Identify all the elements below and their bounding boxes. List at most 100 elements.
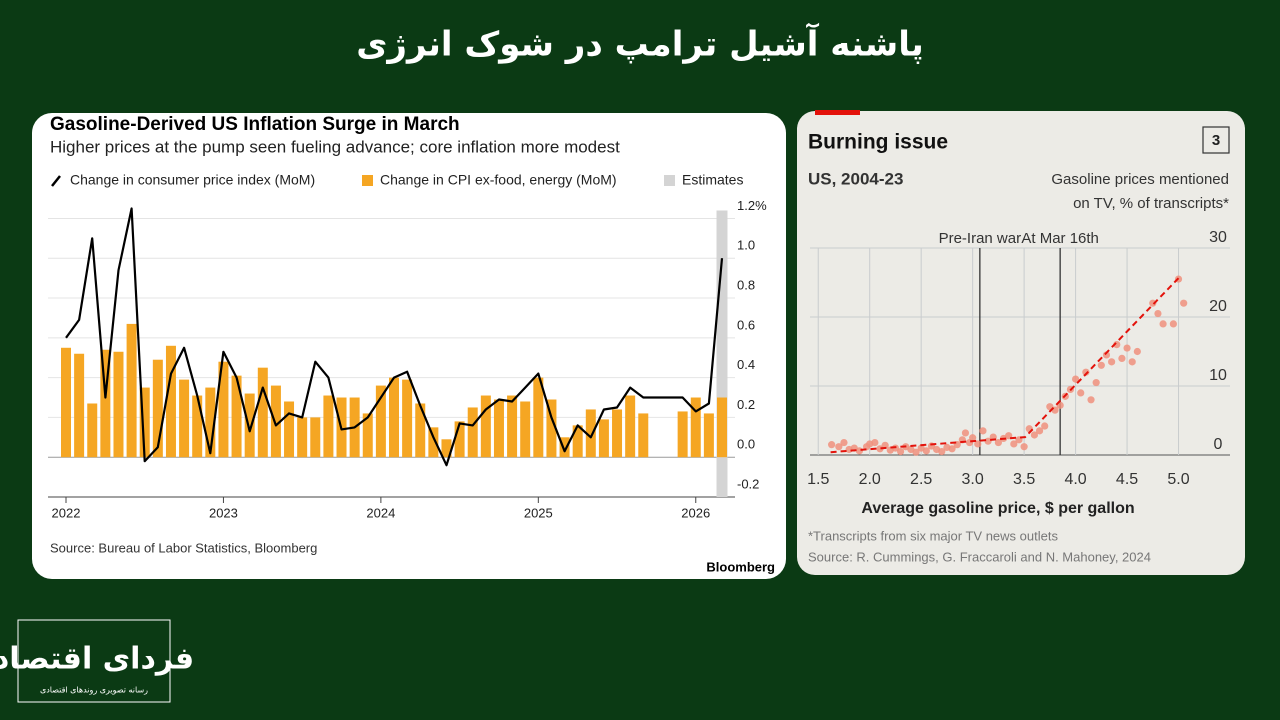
logo-name: فردای اقتصاد (0, 642, 194, 677)
bar (480, 395, 491, 458)
y-tick-label: 30 (1209, 229, 1227, 246)
bar (61, 347, 71, 458)
bar (165, 345, 176, 458)
bar (402, 379, 413, 458)
page-title: پاشنه آشیل ترامپ در شوک انرژی (356, 23, 923, 65)
x-tick-label: 2.5 (910, 471, 932, 488)
point (1118, 354, 1126, 362)
bar (205, 387, 216, 458)
trend-line (830, 276, 1181, 454)
y-tick-label: 0 (1214, 436, 1223, 453)
bar (192, 395, 203, 458)
legend-label: Change in consumer price index (MoM) (70, 172, 315, 188)
x-tick-label: 3.5 (1013, 471, 1035, 488)
bar (218, 361, 229, 458)
bar (323, 395, 334, 458)
bar (152, 359, 163, 458)
bar (179, 379, 190, 458)
bar (415, 403, 426, 458)
point (1030, 431, 1039, 439)
point (1035, 427, 1044, 435)
bar (441, 439, 452, 458)
point (835, 443, 843, 451)
point (1102, 351, 1111, 359)
bar (572, 425, 583, 458)
bar (126, 323, 137, 458)
x-tick-label: 4.5 (1116, 471, 1138, 488)
footnote: *Transcripts from six major TV news outl… (808, 528, 1058, 543)
x-tick-label: 2025 (524, 505, 553, 520)
x-tick-label: 5.0 (1167, 471, 1189, 488)
bar (244, 393, 255, 458)
x-tick-label: 2022 (52, 505, 81, 520)
bar (100, 349, 111, 458)
point (1123, 344, 1131, 352)
y-tick-label: -0.2 (737, 476, 759, 491)
source: Source: R. Cummings, G. Fraccaroli and N… (808, 549, 1151, 564)
point (840, 438, 848, 447)
bar (362, 413, 373, 458)
chart-title: Burning issue (808, 131, 948, 154)
point (1077, 389, 1085, 397)
annotation-label: Pre-Iran war (939, 230, 1022, 247)
bar (638, 413, 649, 458)
x-tick-label: 2.0 (859, 471, 881, 488)
legend-swatch (664, 175, 675, 186)
point (1097, 361, 1105, 369)
bar (87, 403, 98, 458)
point (896, 447, 905, 456)
y-axis-label: Gasoline prices mentioned (1051, 171, 1229, 188)
bar (284, 401, 295, 458)
y-tick-label: 1.2% (737, 198, 767, 213)
bar (270, 385, 281, 458)
bar (113, 351, 124, 458)
bar (625, 395, 636, 458)
point (994, 438, 1002, 447)
y-tick-label: 10 (1209, 367, 1227, 384)
point (922, 447, 930, 455)
bar (559, 437, 570, 458)
chart-subtitle: Higher prices at the pump seen fueling a… (50, 137, 620, 156)
economist-bar (815, 110, 860, 115)
y-tick-label: 0.2 (737, 397, 755, 412)
card (32, 113, 786, 579)
point (1169, 320, 1177, 328)
chart-title: Gasoline-Derived US Inflation Surge in M… (50, 114, 460, 135)
point (871, 438, 879, 447)
x-tick-label: 2023 (209, 505, 238, 520)
x-tick-label: 1.5 (807, 471, 829, 488)
y-tick-label: 0.4 (737, 357, 755, 372)
point (1154, 309, 1162, 318)
point (1128, 358, 1136, 366)
bar (257, 367, 268, 458)
bar (690, 397, 701, 458)
bar (231, 375, 242, 458)
bar (703, 413, 714, 458)
x-tick-label: 2024 (366, 505, 395, 520)
point (979, 427, 987, 435)
point (1092, 378, 1100, 387)
point (1041, 422, 1049, 430)
legend-swatch (362, 175, 373, 186)
bar (375, 385, 386, 458)
point (1159, 320, 1167, 328)
y-axis-label: on TV, % of transcripts* (1073, 195, 1229, 212)
source: Source: Bureau of Labor Statistics, Bloo… (50, 540, 317, 555)
card (797, 111, 1245, 575)
point (1071, 375, 1080, 383)
bar (585, 409, 596, 458)
y-tick-label: 0.0 (737, 437, 755, 452)
brand: Bloomberg (706, 559, 775, 574)
y-tick-label: 0.6 (737, 317, 755, 332)
x-tick-label: 4.0 (1064, 471, 1086, 488)
point (1108, 358, 1116, 366)
point (855, 447, 864, 455)
bar (717, 397, 727, 458)
legend-label: Estimates (682, 172, 743, 188)
badge: 3 (1212, 132, 1220, 149)
point (876, 445, 884, 453)
estimate-shade (716, 210, 728, 497)
logo-box (17, 619, 171, 703)
